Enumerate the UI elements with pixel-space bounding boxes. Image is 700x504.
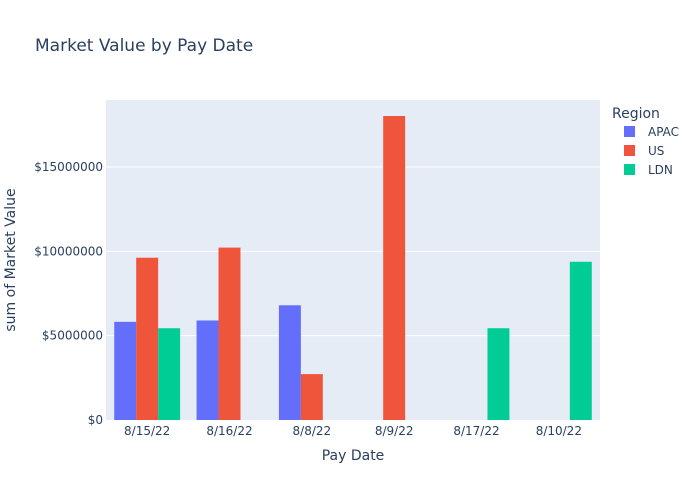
y-tick-label: $0 xyxy=(88,413,103,427)
legend-swatch-us xyxy=(624,145,635,156)
x-tick-label: 8/9/22 xyxy=(375,424,414,438)
bar-apac-1 xyxy=(196,320,219,420)
x-tick-label: 8/17/22 xyxy=(453,424,499,438)
x-tick-label: 8/8/22 xyxy=(293,424,332,438)
bar-apac-0 xyxy=(114,321,137,420)
bar-ldn-4 xyxy=(487,328,510,420)
bars xyxy=(114,116,592,421)
bar-apac-2 xyxy=(278,305,301,420)
bar-us-2 xyxy=(300,374,323,420)
y-tick-label: $15000000 xyxy=(34,160,103,174)
legend: Region APAC US LDN xyxy=(612,106,679,177)
legend-label-ldn: LDN xyxy=(648,163,673,177)
bar-ldn-5 xyxy=(569,261,592,420)
bar-us-0 xyxy=(136,257,159,420)
y-tick-label: $5000000 xyxy=(42,329,103,343)
x-tick-label: 8/15/22 xyxy=(124,424,170,438)
gridlines xyxy=(106,166,600,337)
legend-label-apac: APAC xyxy=(648,125,679,139)
bar-us-1 xyxy=(218,247,241,420)
x-axis-label: Pay Date xyxy=(322,448,385,464)
legend-title: Region xyxy=(612,106,660,122)
legend-swatch-apac xyxy=(624,126,635,137)
y-axis-ticks: $0 $5000000 $10000000 $15000000 xyxy=(34,160,103,427)
chart-title: Market Value by Pay Date xyxy=(35,36,253,56)
bar-ldn-0 xyxy=(158,328,181,420)
bar-us-3 xyxy=(383,116,406,421)
x-axis-ticks: 8/15/22 8/16/22 8/8/22 8/9/22 8/17/22 8/10/22 xyxy=(124,424,582,438)
plot-area xyxy=(106,100,600,420)
y-tick-label: $10000000 xyxy=(34,244,103,258)
y-axis-label: sum of Market Value xyxy=(3,188,19,331)
x-tick-label: 8/10/22 xyxy=(536,424,582,438)
legend-swatch-ldn xyxy=(624,164,635,175)
legend-label-us: US xyxy=(648,144,664,158)
x-tick-label: 8/16/22 xyxy=(206,424,252,438)
